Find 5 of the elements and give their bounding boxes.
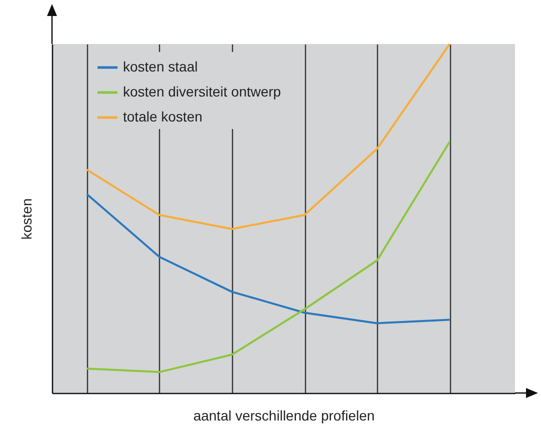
y-axis-title: kosten: [18, 198, 34, 240]
legend-label: kosten staal: [123, 58, 198, 74]
legend-label: totale kosten: [123, 108, 202, 124]
x-axis-title: aantal verschillende profielen: [193, 408, 375, 424]
legend-label: kosten diversiteit ontwerp: [123, 84, 282, 100]
